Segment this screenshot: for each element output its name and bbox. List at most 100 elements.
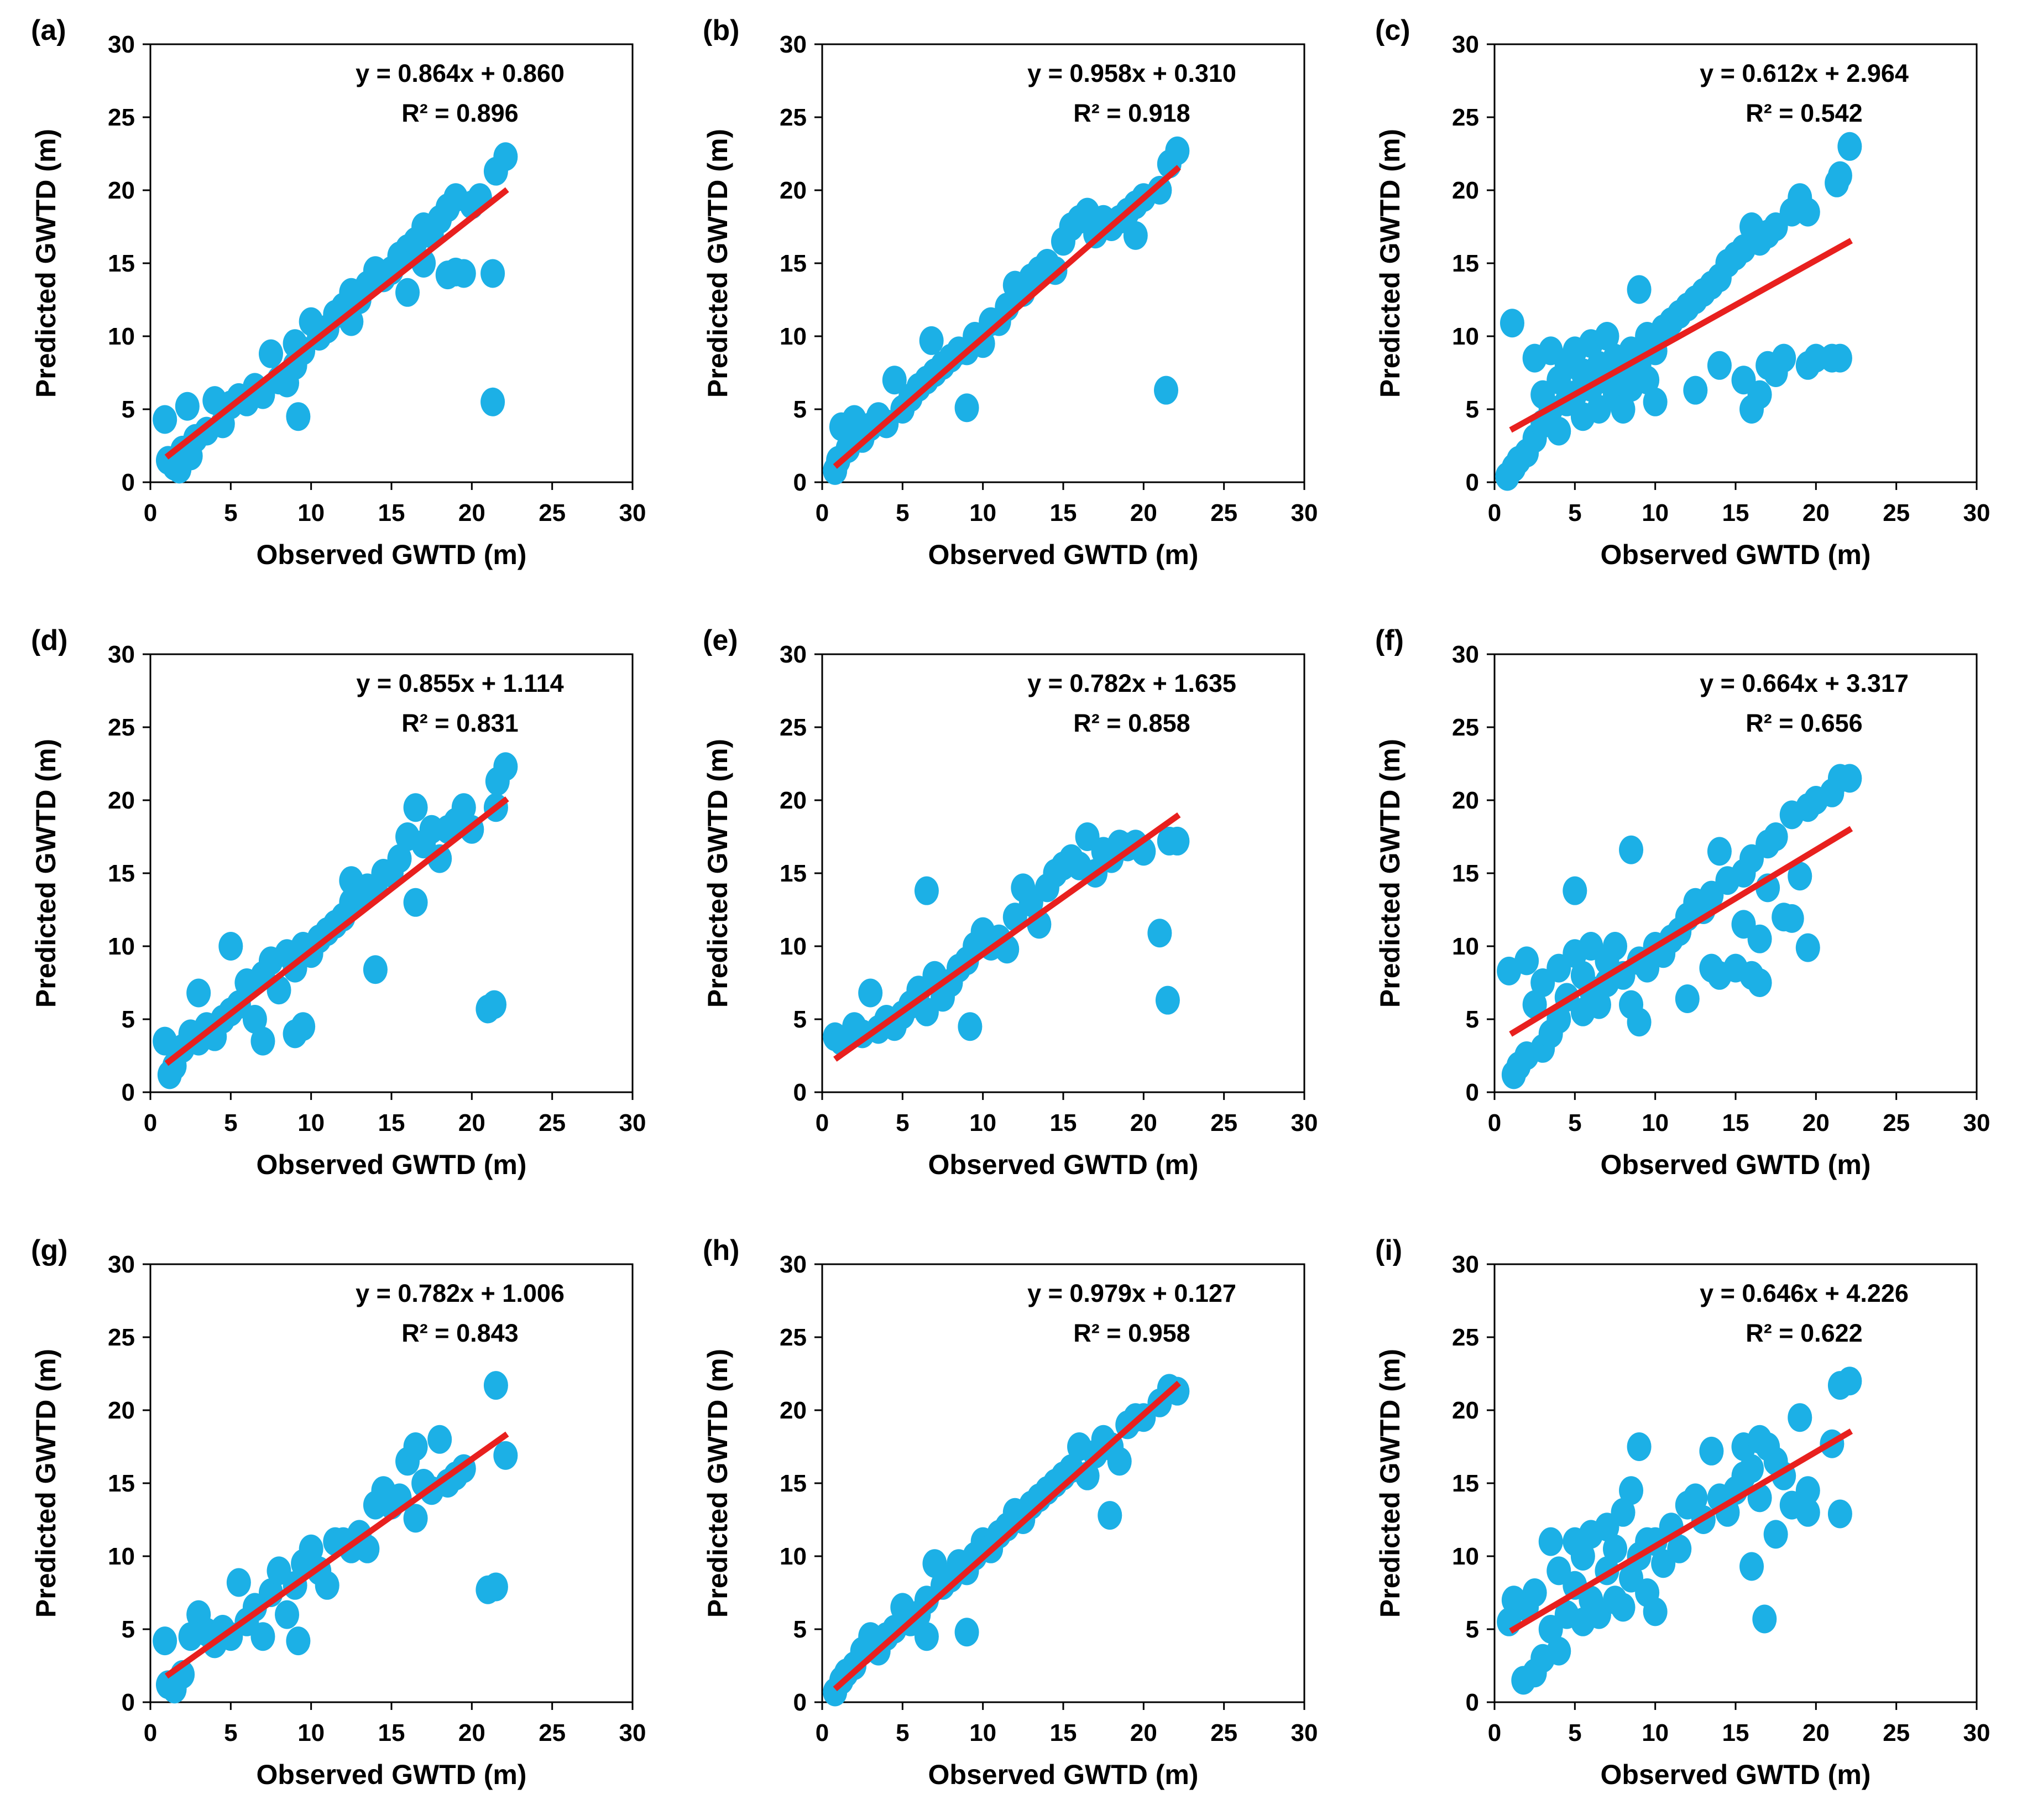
y-tick-label: 20 [780, 787, 807, 814]
y-tick-label: 0 [1466, 1079, 1479, 1106]
y-tick-label: 5 [122, 1616, 135, 1643]
x-tick-label: 10 [969, 499, 996, 526]
panel-label: (g) [31, 1234, 67, 1266]
y-tick-label: 20 [1452, 1397, 1479, 1424]
data-point [259, 339, 283, 368]
y-tick-label: 25 [780, 104, 807, 131]
trend-line [164, 187, 509, 460]
data-point [1538, 1527, 1563, 1556]
scatter-panel: 0 5 10 15 20 25 30 0 5 10 15 20 25 30 Observed GWTD (m… [702, 624, 1318, 1180]
data-point [1788, 862, 1812, 891]
data-point [427, 844, 452, 873]
data-point [403, 1432, 428, 1461]
data-point [1627, 1008, 1652, 1037]
data-point [1522, 1578, 1547, 1607]
data-point [242, 1005, 267, 1034]
data-point [1752, 1604, 1777, 1634]
y-axis-title: Predicted GWTD (m) [30, 129, 61, 398]
data-point [1627, 1432, 1652, 1461]
y-tick-label: 30 [1452, 641, 1479, 668]
x-tick-label: 20 [1130, 1109, 1157, 1136]
data-point [250, 1622, 275, 1651]
y-tick-label: 10 [1452, 1543, 1479, 1570]
x-tick-label: 5 [896, 1109, 909, 1136]
trend-line [1509, 1428, 1853, 1634]
r-squared-label: R² = 0.896 [401, 99, 518, 127]
data-point [1675, 984, 1700, 1014]
data-point [914, 876, 939, 905]
regression-equation: y = 0.979x + 0.127 [1027, 1279, 1236, 1307]
y-tick-label: 25 [780, 714, 807, 741]
data-point [1739, 1454, 1764, 1483]
data-point [218, 932, 243, 961]
x-tick-label: 25 [1883, 1719, 1910, 1746]
data-point [403, 888, 428, 917]
y-tick-label: 10 [780, 323, 807, 350]
data-point [1165, 826, 1190, 856]
panel-label: (d) [31, 624, 67, 656]
x-axis-title: Observed GWTD (m) [1601, 1759, 1871, 1790]
y-tick-label: 30 [108, 641, 135, 668]
data-point [1154, 376, 1179, 405]
data-point [1611, 1498, 1636, 1527]
x-tick-label: 0 [816, 499, 829, 526]
y-tick-label: 30 [108, 1251, 135, 1278]
y-tick-label: 20 [1452, 177, 1479, 204]
data-point [1643, 1597, 1668, 1626]
y-tick-label: 30 [780, 31, 807, 58]
y-tick-label: 10 [1452, 933, 1479, 960]
data-point [226, 1568, 251, 1597]
r-squared-label: R² = 0.831 [401, 709, 518, 737]
data-point [1514, 946, 1539, 976]
data-point [1763, 822, 1788, 851]
regression-equation: y = 0.664x + 3.317 [1700, 669, 1909, 697]
x-tick-label: 5 [224, 1109, 237, 1136]
x-tick-label: 0 [1488, 1109, 1501, 1136]
y-axis-title: Predicted GWTD (m) [30, 739, 61, 1008]
x-tick-label: 20 [458, 1719, 485, 1746]
x-axis-title: Observed GWTD (m) [257, 1149, 527, 1180]
data-point [1827, 1499, 1852, 1529]
data-point [1747, 380, 1772, 409]
x-axis-title: Observed GWTD (m) [257, 539, 527, 570]
x-tick-label: 10 [969, 1109, 996, 1136]
data-points [1497, 764, 1862, 1089]
x-tick-label: 20 [1130, 499, 1157, 526]
y-tick-label: 15 [780, 250, 807, 277]
x-tick-label: 20 [1802, 1109, 1830, 1136]
data-point [882, 366, 907, 395]
y-axis-title: Predicted GWTD (m) [702, 739, 733, 1008]
y-tick-label: 0 [793, 1079, 807, 1106]
x-tick-label: 10 [969, 1719, 996, 1746]
y-tick-label: 25 [780, 1324, 807, 1351]
x-tick-label: 10 [1642, 1719, 1669, 1746]
x-tick-label: 20 [1802, 499, 1830, 526]
data-point [1739, 1552, 1764, 1581]
x-axis-title: Observed GWTD (m) [257, 1759, 527, 1790]
scatter-panel: 0 5 10 15 20 25 30 0 5 10 15 20 25 30 Observed GWTD (m… [702, 14, 1318, 570]
y-tick-label: 5 [793, 396, 807, 423]
x-tick-label: 5 [896, 499, 909, 526]
data-point [153, 405, 177, 434]
data-point [483, 1572, 508, 1602]
x-tick-label: 0 [1488, 1719, 1501, 1746]
y-tick-label: 30 [780, 1251, 807, 1278]
y-tick-label: 30 [1452, 1251, 1479, 1278]
regression-equation: y = 0.782x + 1.006 [356, 1279, 565, 1307]
x-tick-label: 0 [816, 1719, 829, 1746]
data-point [1795, 197, 1820, 227]
data-point [275, 1600, 300, 1629]
x-tick-label: 30 [1291, 1109, 1318, 1136]
scatter-panel: 0 5 10 15 20 25 30 0 5 10 15 20 25 30 Observed GWTD (m… [702, 1234, 1318, 1790]
data-point [1147, 176, 1172, 205]
y-tick-label: 30 [780, 641, 807, 668]
x-tick-label: 0 [816, 1109, 829, 1136]
data-point [175, 392, 200, 421]
x-tick-label: 15 [1050, 1109, 1077, 1136]
y-tick-label: 25 [108, 104, 135, 131]
x-tick-label: 0 [1488, 499, 1501, 526]
data-points [1495, 132, 1862, 491]
data-point [403, 1504, 428, 1533]
data-point [958, 1012, 983, 1041]
